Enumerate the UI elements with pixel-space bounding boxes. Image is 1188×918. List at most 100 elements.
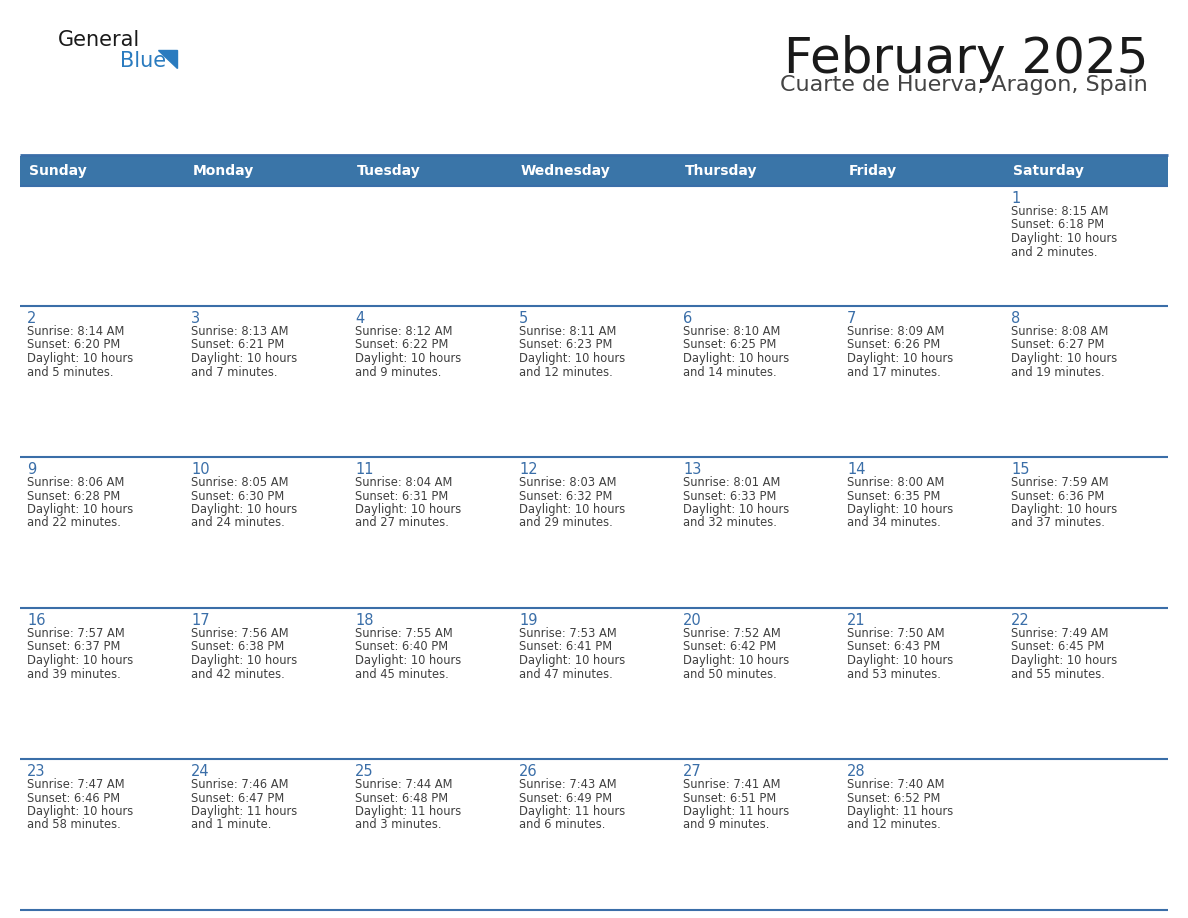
Text: Sunrise: 7:49 AM: Sunrise: 7:49 AM: [1011, 627, 1108, 640]
Text: Daylight: 10 hours: Daylight: 10 hours: [27, 805, 133, 818]
Text: Sunset: 6:26 PM: Sunset: 6:26 PM: [847, 339, 940, 352]
Text: Sunset: 6:47 PM: Sunset: 6:47 PM: [191, 791, 284, 804]
Bar: [184, 156, 348, 186]
Text: Sunset: 6:31 PM: Sunset: 6:31 PM: [355, 489, 448, 502]
Text: Daylight: 10 hours: Daylight: 10 hours: [27, 654, 133, 667]
Text: 22: 22: [1011, 613, 1030, 628]
Text: 27: 27: [683, 764, 702, 779]
Text: and 19 minutes.: and 19 minutes.: [1011, 365, 1105, 378]
Text: Daylight: 10 hours: Daylight: 10 hours: [1011, 654, 1117, 667]
Text: and 5 minutes.: and 5 minutes.: [27, 365, 114, 378]
Text: 13: 13: [683, 462, 701, 477]
Text: Sunrise: 7:57 AM: Sunrise: 7:57 AM: [27, 627, 125, 640]
Bar: [512, 156, 676, 186]
Text: 5: 5: [519, 311, 529, 326]
Text: Sunrise: 7:44 AM: Sunrise: 7:44 AM: [355, 778, 453, 791]
Bar: [512, 457, 676, 608]
Text: Sunset: 6:37 PM: Sunset: 6:37 PM: [27, 641, 120, 654]
Bar: [348, 186, 512, 306]
Bar: [348, 608, 512, 759]
Text: Daylight: 10 hours: Daylight: 10 hours: [847, 352, 953, 365]
Bar: [184, 186, 348, 306]
Bar: [348, 306, 512, 457]
Text: 10: 10: [191, 462, 209, 477]
Bar: [20, 608, 184, 759]
Text: Sunrise: 8:08 AM: Sunrise: 8:08 AM: [1011, 325, 1108, 338]
Text: and 45 minutes.: and 45 minutes.: [355, 667, 449, 680]
Text: 4: 4: [355, 311, 365, 326]
Text: and 29 minutes.: and 29 minutes.: [519, 517, 613, 530]
Text: and 50 minutes.: and 50 minutes.: [683, 667, 777, 680]
Text: Daylight: 10 hours: Daylight: 10 hours: [519, 503, 625, 516]
Text: 16: 16: [27, 613, 45, 628]
Bar: [184, 759, 348, 910]
Text: Sunset: 6:51 PM: Sunset: 6:51 PM: [683, 791, 776, 804]
Text: and 12 minutes.: and 12 minutes.: [847, 819, 941, 832]
Text: Sunset: 6:52 PM: Sunset: 6:52 PM: [847, 791, 941, 804]
Text: Sunrise: 7:43 AM: Sunrise: 7:43 AM: [519, 778, 617, 791]
Text: Sunrise: 7:53 AM: Sunrise: 7:53 AM: [519, 627, 617, 640]
Bar: [184, 306, 348, 457]
Bar: [1004, 186, 1168, 306]
Text: Sunset: 6:30 PM: Sunset: 6:30 PM: [191, 489, 284, 502]
Text: Sunrise: 8:15 AM: Sunrise: 8:15 AM: [1011, 205, 1108, 218]
Text: Sunrise: 8:05 AM: Sunrise: 8:05 AM: [191, 476, 289, 489]
Text: and 2 minutes.: and 2 minutes.: [1011, 245, 1098, 259]
Text: Sunset: 6:41 PM: Sunset: 6:41 PM: [519, 641, 612, 654]
Text: 23: 23: [27, 764, 45, 779]
Text: Tuesday: Tuesday: [358, 164, 421, 178]
Text: and 12 minutes.: and 12 minutes.: [519, 365, 613, 378]
Text: 3: 3: [191, 311, 200, 326]
Text: Sunset: 6:23 PM: Sunset: 6:23 PM: [519, 339, 612, 352]
Text: Sunset: 6:18 PM: Sunset: 6:18 PM: [1011, 218, 1104, 231]
Text: and 47 minutes.: and 47 minutes.: [519, 667, 613, 680]
Bar: [1004, 156, 1168, 186]
Bar: [840, 186, 1004, 306]
Text: Thursday: Thursday: [685, 164, 758, 178]
Text: Daylight: 10 hours: Daylight: 10 hours: [191, 352, 297, 365]
Text: Friday: Friday: [849, 164, 897, 178]
Text: and 3 minutes.: and 3 minutes.: [355, 819, 442, 832]
Bar: [20, 186, 184, 306]
Text: Daylight: 11 hours: Daylight: 11 hours: [519, 805, 625, 818]
Text: Sunrise: 7:52 AM: Sunrise: 7:52 AM: [683, 627, 781, 640]
Bar: [1004, 608, 1168, 759]
Text: Daylight: 10 hours: Daylight: 10 hours: [847, 654, 953, 667]
Bar: [840, 156, 1004, 186]
Text: Daylight: 10 hours: Daylight: 10 hours: [683, 352, 789, 365]
Text: 18: 18: [355, 613, 373, 628]
Text: and 17 minutes.: and 17 minutes.: [847, 365, 941, 378]
Text: Sunset: 6:33 PM: Sunset: 6:33 PM: [683, 489, 777, 502]
Text: 17: 17: [191, 613, 209, 628]
Text: 12: 12: [519, 462, 538, 477]
Text: General: General: [58, 30, 140, 50]
Text: and 9 minutes.: and 9 minutes.: [683, 819, 770, 832]
Text: 8: 8: [1011, 311, 1020, 326]
Text: Sunrise: 7:47 AM: Sunrise: 7:47 AM: [27, 778, 125, 791]
Text: and 39 minutes.: and 39 minutes.: [27, 667, 121, 680]
Text: Sunrise: 7:59 AM: Sunrise: 7:59 AM: [1011, 476, 1108, 489]
Bar: [676, 306, 840, 457]
Text: and 37 minutes.: and 37 minutes.: [1011, 517, 1105, 530]
Text: Daylight: 10 hours: Daylight: 10 hours: [191, 503, 297, 516]
Text: Sunset: 6:22 PM: Sunset: 6:22 PM: [355, 339, 448, 352]
Text: Sunrise: 7:50 AM: Sunrise: 7:50 AM: [847, 627, 944, 640]
Text: Sunset: 6:25 PM: Sunset: 6:25 PM: [683, 339, 777, 352]
Text: Sunrise: 7:40 AM: Sunrise: 7:40 AM: [847, 778, 944, 791]
Text: 24: 24: [191, 764, 209, 779]
Text: Daylight: 10 hours: Daylight: 10 hours: [355, 503, 461, 516]
Text: Wednesday: Wednesday: [522, 164, 611, 178]
Bar: [20, 457, 184, 608]
Text: and 32 minutes.: and 32 minutes.: [683, 517, 777, 530]
Text: Daylight: 10 hours: Daylight: 10 hours: [519, 654, 625, 667]
Bar: [184, 457, 348, 608]
Bar: [676, 759, 840, 910]
Bar: [840, 759, 1004, 910]
Bar: [512, 608, 676, 759]
Text: Daylight: 11 hours: Daylight: 11 hours: [355, 805, 461, 818]
Text: and 9 minutes.: and 9 minutes.: [355, 365, 442, 378]
Text: Sunset: 6:27 PM: Sunset: 6:27 PM: [1011, 339, 1105, 352]
Text: Sunset: 6:40 PM: Sunset: 6:40 PM: [355, 641, 448, 654]
Text: Sunset: 6:28 PM: Sunset: 6:28 PM: [27, 489, 120, 502]
Bar: [348, 759, 512, 910]
